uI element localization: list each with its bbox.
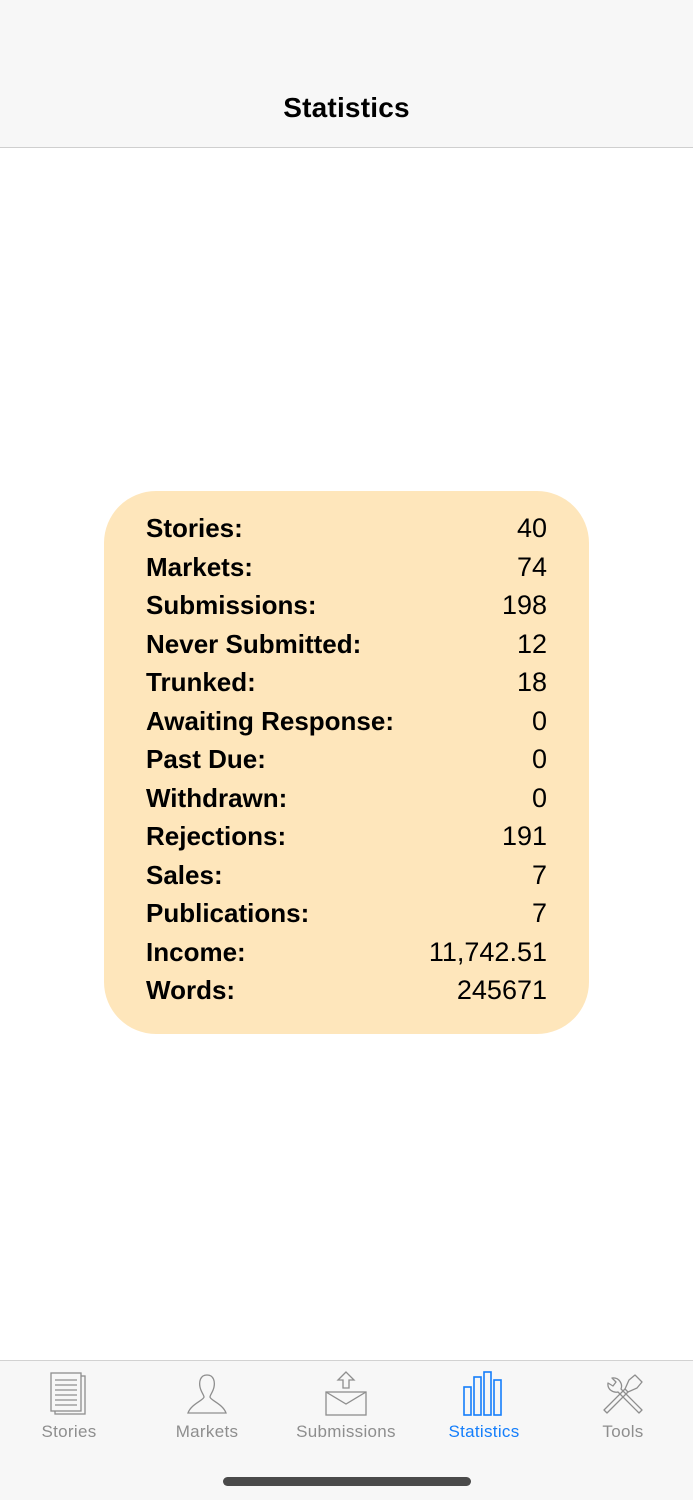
stat-label: Submissions:: [146, 590, 317, 620]
stat-value: 198: [501, 590, 547, 620]
stat-row-sales: Sales: 7: [146, 856, 547, 895]
stat-value: 0: [531, 744, 547, 774]
stat-row-past-due: Past Due: 0: [146, 740, 547, 779]
tab-stories[interactable]: Stories: [0, 1361, 138, 1451]
envelope-upload-icon: [316, 1371, 376, 1417]
stat-label: Stories:: [146, 513, 243, 543]
stat-row-awaiting-response: Awaiting Response: 0: [146, 702, 547, 741]
stat-row-trunked: Trunked: 18: [146, 663, 547, 702]
stat-value: 11,742.51: [428, 936, 547, 967]
wrench-hammer-icon: [593, 1371, 653, 1417]
page-title: Statistics: [283, 92, 410, 123]
stat-label: Awaiting Response:: [146, 705, 395, 736]
stat-row-words: Words: 245671: [146, 971, 547, 1010]
stat-row-income: Income: 11,742.51: [146, 933, 547, 972]
tab-statistics[interactable]: Statistics: [415, 1361, 553, 1451]
stat-value: 0: [531, 782, 547, 813]
stat-row-never-submitted: Never Submitted: 12: [146, 625, 547, 664]
tab-tools[interactable]: Tools: [554, 1361, 692, 1451]
stat-value: 40: [516, 513, 547, 543]
stat-label: Publications:: [146, 898, 310, 928]
stat-value: 191: [501, 821, 547, 851]
tab-label: Tools: [602, 1422, 644, 1441]
stat-label: Words:: [146, 975, 236, 1005]
stat-row-publications: Publications: 7: [146, 894, 547, 933]
stat-row-submissions: Submissions: 198: [146, 586, 547, 625]
tab-label: Submissions: [296, 1422, 396, 1441]
stat-label: Trunked:: [146, 667, 256, 697]
stat-label: Rejections:: [146, 821, 287, 851]
home-indicator[interactable]: [223, 1477, 471, 1486]
tab-label: Markets: [175, 1422, 239, 1441]
tab-submissions[interactable]: Submissions: [277, 1361, 415, 1451]
stat-value: 245671: [456, 975, 547, 1005]
document-stack-icon: [39, 1371, 99, 1417]
tab-label: Statistics: [448, 1422, 520, 1441]
bar-chart-icon: [454, 1371, 514, 1417]
statistics-card: Stories: 40 Markets: 74 Submissions: 198…: [104, 491, 589, 1034]
stat-label: Withdrawn:: [146, 782, 288, 813]
tab-bar: Stories Markets Submissions: [0, 1360, 693, 1500]
stat-value: 7: [531, 859, 547, 890]
stat-label: Sales:: [146, 859, 223, 890]
stat-value: 12: [516, 628, 547, 659]
tab-label: Stories: [41, 1422, 97, 1441]
stat-label: Markets:: [146, 551, 253, 582]
tab-markets[interactable]: Markets: [138, 1361, 276, 1451]
stat-value: 18: [516, 667, 547, 697]
stat-label: Never Submitted:: [146, 628, 362, 659]
stat-row-withdrawn: Withdrawn: 0: [146, 779, 547, 818]
stat-label: Income:: [146, 936, 246, 967]
stat-value: 0: [531, 705, 547, 736]
stat-value: 74: [516, 551, 547, 582]
stat-row-rejections: Rejections: 191: [146, 817, 547, 856]
stat-row-stories: Stories: 40: [146, 509, 547, 548]
stat-value: 7: [531, 898, 547, 928]
person-icon: [177, 1371, 237, 1417]
stat-label: Past Due:: [146, 744, 266, 774]
stat-row-markets: Markets: 74: [146, 548, 547, 587]
navigation-bar: Statistics: [0, 0, 693, 148]
